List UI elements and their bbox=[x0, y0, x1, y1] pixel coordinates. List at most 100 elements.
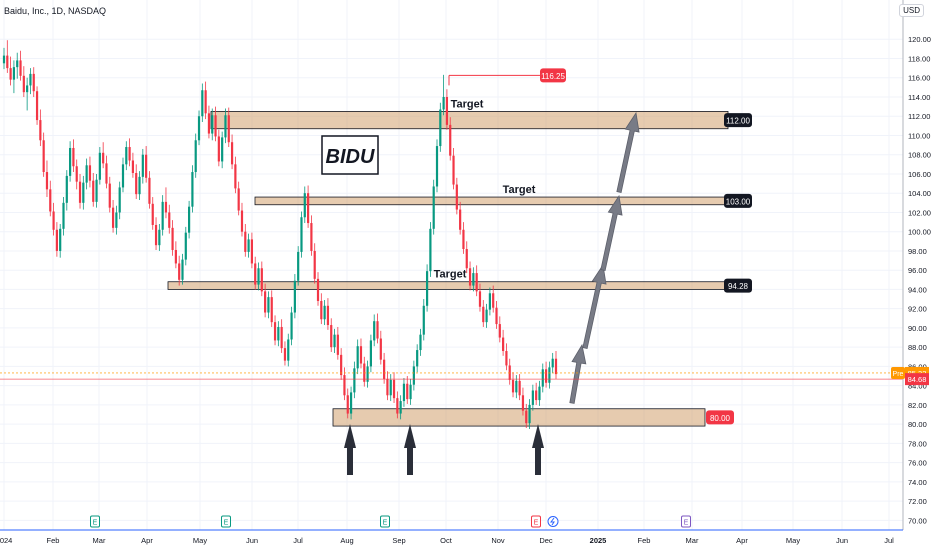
candle-body bbox=[78, 181, 82, 203]
candle-body bbox=[102, 152, 105, 164]
candle-body bbox=[323, 305, 326, 320]
candle bbox=[121, 157, 125, 193]
candle bbox=[528, 399, 531, 429]
y-tick-label: 120.00 bbox=[908, 35, 931, 44]
x-tick-label: Mar bbox=[93, 536, 106, 545]
candle-body bbox=[548, 367, 551, 383]
x-tick-label: May bbox=[193, 536, 207, 545]
y-tick-label: 86.00 bbox=[908, 362, 927, 371]
candle bbox=[541, 363, 544, 393]
candle bbox=[82, 175, 85, 210]
currency-label[interactable]: USD bbox=[899, 4, 924, 17]
candle bbox=[141, 148, 144, 184]
candle bbox=[12, 60, 16, 94]
candle-body bbox=[521, 395, 525, 411]
candle-body bbox=[270, 297, 273, 323]
target-label: Target bbox=[434, 269, 467, 281]
x-tick-label: 2025 bbox=[590, 536, 607, 545]
candle-body bbox=[35, 91, 39, 121]
candle bbox=[468, 261, 472, 291]
candle bbox=[508, 358, 511, 385]
candle-body bbox=[250, 239, 254, 264]
candle bbox=[75, 159, 78, 190]
y-tick-label: 106.00 bbox=[908, 170, 931, 179]
candle-body bbox=[39, 120, 42, 141]
x-tick-label: Jun bbox=[246, 536, 258, 545]
zone-box bbox=[210, 111, 729, 130]
candle-body bbox=[95, 179, 98, 202]
candle bbox=[257, 262, 260, 291]
earnings-letter: E bbox=[534, 520, 539, 527]
candle bbox=[138, 171, 141, 200]
candle bbox=[472, 267, 475, 292]
candle bbox=[22, 66, 25, 97]
candle-body bbox=[399, 401, 402, 414]
candle bbox=[108, 176, 111, 213]
candle-body bbox=[525, 410, 528, 424]
candle bbox=[32, 67, 35, 97]
y-tick-label: 96.00 bbox=[908, 266, 927, 275]
candle-body bbox=[300, 217, 303, 252]
candle-body bbox=[290, 312, 293, 340]
candle bbox=[65, 170, 68, 211]
candle bbox=[313, 243, 316, 284]
candle bbox=[171, 220, 174, 256]
candle bbox=[283, 341, 287, 366]
candle bbox=[204, 81, 207, 120]
candle-body bbox=[366, 366, 369, 382]
y-tick-label: 76.00 bbox=[908, 459, 927, 468]
projection-arrows bbox=[569, 111, 640, 404]
candle bbox=[98, 147, 101, 185]
x-tick-label: Jul bbox=[884, 536, 894, 545]
y-tick-label: 116.00 bbox=[908, 74, 930, 83]
projection-arrow-icon bbox=[569, 343, 587, 404]
candle-body bbox=[412, 366, 415, 385]
candle bbox=[45, 160, 49, 198]
candle bbox=[227, 107, 230, 148]
candle-body bbox=[340, 354, 343, 376]
candle-body bbox=[211, 115, 214, 134]
candle bbox=[383, 352, 386, 384]
candle-body bbox=[128, 147, 131, 161]
candle bbox=[62, 197, 65, 236]
candle bbox=[201, 83, 204, 122]
chart-title: BIDU bbox=[326, 146, 375, 168]
candle-body bbox=[273, 322, 277, 341]
candle-body bbox=[392, 379, 396, 399]
candle bbox=[396, 391, 399, 419]
earnings-icon: E bbox=[531, 515, 541, 528]
candle bbox=[531, 384, 534, 411]
up-arrow-icon bbox=[532, 424, 544, 475]
candle-body bbox=[518, 380, 521, 396]
y-tick-label: 102.00 bbox=[908, 208, 931, 217]
candle-body bbox=[75, 166, 78, 182]
candle bbox=[217, 129, 220, 167]
candle-body bbox=[121, 164, 125, 188]
candle-body bbox=[406, 383, 409, 400]
candle bbox=[359, 338, 363, 369]
y-tick-label: 108.00 bbox=[908, 151, 931, 160]
candle bbox=[42, 132, 45, 177]
candle bbox=[85, 158, 88, 190]
candle bbox=[52, 202, 55, 236]
earnings-letter: E bbox=[383, 520, 388, 527]
candle bbox=[26, 77, 29, 111]
price-badge-label: 84.68 bbox=[908, 375, 927, 384]
candle bbox=[518, 374, 521, 401]
candle bbox=[250, 232, 254, 269]
candle-body bbox=[373, 321, 376, 341]
candle-body bbox=[184, 232, 187, 260]
y-tick-label: 82.00 bbox=[908, 401, 927, 410]
candle-body bbox=[188, 206, 191, 233]
candle-body bbox=[171, 227, 174, 250]
up-arrow-icon bbox=[404, 424, 416, 475]
candle bbox=[425, 264, 429, 312]
candle bbox=[29, 68, 32, 95]
candle-body bbox=[217, 136, 220, 162]
candle bbox=[128, 138, 131, 167]
candle-body bbox=[478, 291, 482, 307]
candle-body bbox=[313, 250, 316, 279]
candle bbox=[439, 102, 442, 152]
